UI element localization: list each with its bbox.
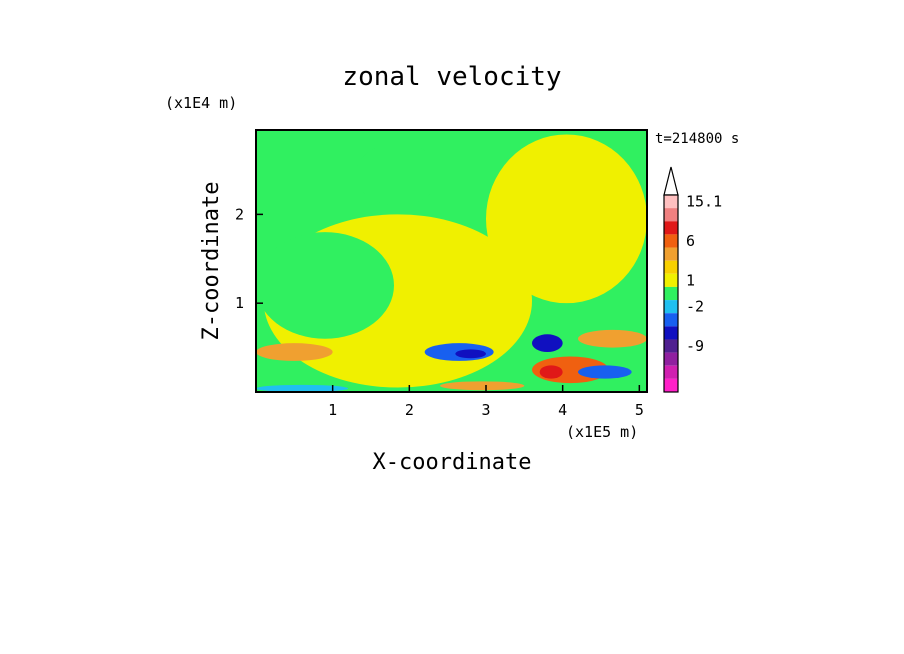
colorbar: 15.1 6 1 -2 -9 (663, 166, 722, 393)
colorbar-segment (664, 313, 678, 327)
colorbar-segment (664, 247, 678, 261)
y-axis-label: Z-coordinate (199, 182, 224, 341)
chart-title: zonal velocity (342, 62, 561, 92)
x-tick-label: 4 (558, 401, 567, 419)
contour-region (256, 384, 348, 392)
colorbar-segment (664, 208, 678, 222)
y-unit-label: (x1E4 m) (165, 94, 237, 112)
colorbar-segment (664, 221, 678, 235)
plot-frame (255, 129, 648, 393)
colorbar-label: 15.1 (686, 193, 722, 211)
colorbar-segment (664, 300, 678, 314)
contour-region (256, 343, 333, 361)
colorbar-segment (664, 286, 678, 301)
contour-field (256, 130, 647, 392)
colorbar-segment (664, 260, 678, 274)
x-tick-label: 2 (405, 401, 414, 419)
axis-ticks: 1 2 3 4 5 1 2 (235, 205, 644, 419)
colorbar-segment (664, 352, 678, 366)
contour-region (455, 349, 486, 359)
y-tick-label: 2 (235, 205, 244, 223)
contour-region (256, 232, 394, 339)
colorbar-segment (664, 195, 678, 209)
colorbar-label: 6 (686, 232, 695, 250)
colorbar-segment (664, 339, 678, 353)
colorbar-segment (664, 273, 678, 287)
time-label: t=214800 s (655, 131, 739, 147)
colorbar-label: 1 (686, 271, 695, 289)
contour-region (355, 143, 441, 206)
contour-region (578, 365, 632, 379)
colorbar-label: -2 (686, 298, 704, 316)
contour-region (486, 134, 647, 304)
contour-region (539, 365, 563, 379)
colorbar-segment (664, 234, 678, 248)
colorbar-label: -9 (686, 337, 704, 355)
contour-region (532, 334, 563, 353)
x-tick-label: 3 (481, 401, 490, 419)
colorbar-extend-arrow (663, 166, 679, 196)
x-tick-label: 5 (635, 401, 644, 419)
contour-region (578, 329, 647, 348)
colorbar-frame (663, 194, 679, 393)
colorbar-segment (664, 378, 678, 392)
x-axis-label: X-coordinate (373, 450, 532, 475)
colorbar-segment (664, 326, 678, 340)
contour-region (440, 381, 525, 391)
x-unit-label: (x1E5 m) (566, 423, 638, 441)
y-tick-label: 1 (235, 294, 244, 312)
colorbar-segment (664, 365, 678, 379)
x-tick-label: 1 (328, 401, 337, 419)
